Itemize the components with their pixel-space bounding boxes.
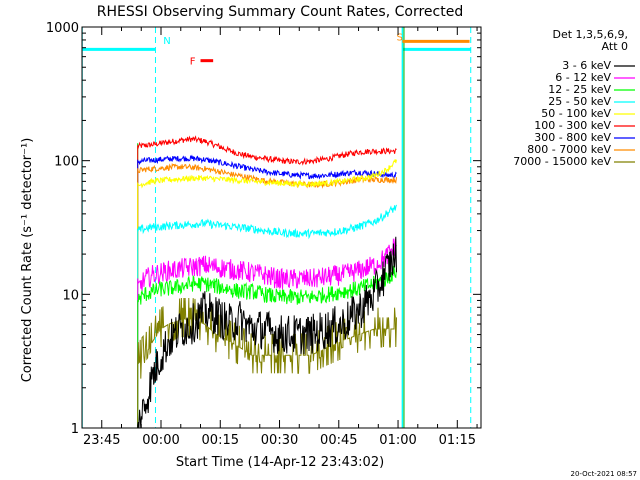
x-tick-label-4: 00:45	[320, 433, 357, 448]
series-line-0	[137, 236, 397, 428]
legend-label-5: 100 - 300 keV	[534, 119, 611, 132]
x-tick-label-0: 23:45	[83, 433, 120, 448]
plot-area: N F S	[82, 27, 472, 428]
series-line-8	[137, 297, 397, 428]
x-tick-label-2: 00:15	[202, 433, 239, 448]
series-line-2	[137, 265, 397, 428]
flag-label-S: S	[396, 32, 402, 43]
y-axis-label: Corrected Count Rate (s⁻¹ detector⁻¹)	[20, 138, 35, 383]
y-tick-label-3: 1000	[46, 21, 79, 36]
flag-label-F: F	[190, 57, 196, 68]
series-line-1	[137, 238, 397, 428]
y-tick-label-1: 10	[62, 288, 79, 303]
chart-title: RHESSI Observing Summary Count Rates, Co…	[97, 4, 463, 20]
legend-header-0: Det 1,3,5,6,9,	[552, 28, 628, 41]
series-line-4	[137, 159, 397, 428]
legend-label-1: 6 - 12 keV	[555, 71, 611, 84]
axes: 23:45 00:00 00:15 00:30 00:45 01:00 01:15 1 10 10…	[46, 21, 481, 448]
legend-label-3: 25 - 50 keV	[548, 95, 611, 108]
flag-label-N: N	[163, 36, 170, 47]
series-line-5	[137, 135, 397, 428]
legend-header-1: Att 0	[602, 40, 628, 53]
legend-label-7: 800 - 7000 keV	[527, 143, 611, 156]
series-line-6	[137, 154, 397, 428]
legend-label-8: 7000 - 15000 keV	[513, 155, 611, 168]
y-tick-label-2: 100	[54, 155, 79, 170]
plot-frame	[81, 26, 482, 429]
legend-label-2: 12 - 25 keV	[548, 83, 611, 96]
legend-label-0: 3 - 6 keV	[562, 59, 611, 72]
x-tick-label-6: 01:15	[439, 433, 476, 448]
x-tick-label-5: 01:00	[379, 433, 416, 448]
series-line-3	[137, 204, 397, 428]
x-axis-label: Start Time (14-Apr-12 23:43:02)	[176, 455, 384, 470]
legend-label-4: 50 - 100 keV	[541, 107, 611, 120]
x-tick-label-1: 00:00	[142, 433, 179, 448]
series-line-7	[137, 162, 397, 428]
legend-label-6: 300 - 800 keV	[534, 131, 611, 144]
footer-timestamp: 20-Oct-2021 08:57	[571, 470, 637, 478]
x-tick-label-3: 00:30	[261, 433, 298, 448]
y-tick-label-0: 1	[71, 422, 79, 437]
